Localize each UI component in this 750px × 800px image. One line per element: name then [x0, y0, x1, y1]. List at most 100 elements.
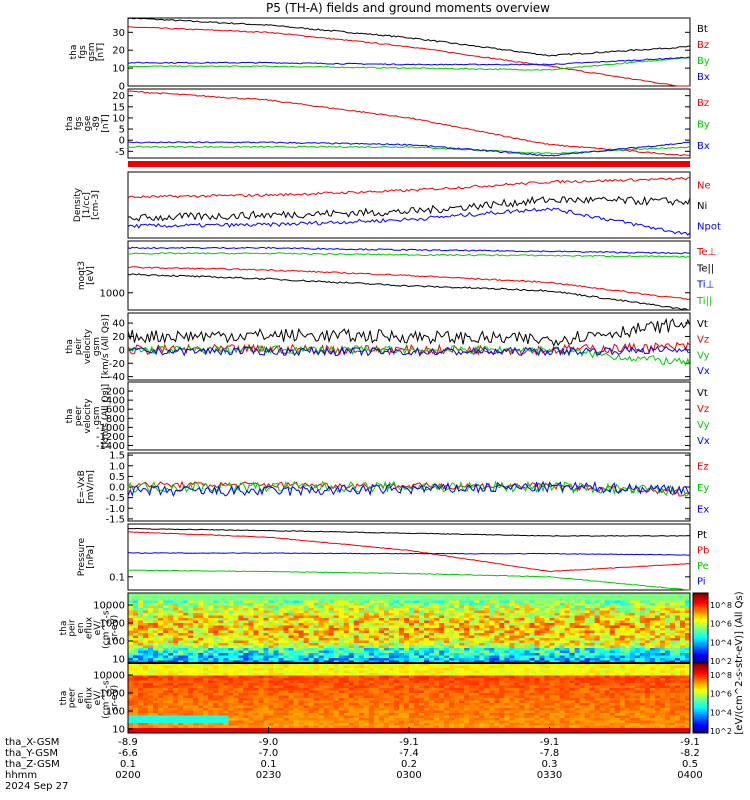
spectrogram-cell [649, 628, 656, 631]
spectrogram-cell [439, 623, 445, 626]
spectrogram-cell [198, 660, 204, 664]
spectrogram-cell [208, 613, 214, 616]
spectrogram-cell [138, 678, 144, 681]
spectrogram-cell [158, 653, 164, 656]
spectrogram-cell [514, 650, 520, 654]
spectrogram-cell [659, 633, 666, 636]
spectrogram-cell [684, 610, 691, 614]
spectrogram-cell [338, 600, 345, 604]
spectrogram-cell [193, 655, 199, 659]
spectrogram-cell [218, 635, 224, 639]
spectrogram-cell [313, 598, 320, 601]
spectrogram-cell [348, 600, 355, 604]
spectrogram-cell [429, 600, 435, 604]
spectrogram-cell [178, 620, 184, 624]
spectrogram-cell [414, 610, 420, 614]
spectrogram-cell [368, 650, 375, 654]
spectrogram-cell [318, 675, 325, 679]
y-tick-label: -5 [115, 147, 125, 158]
spectrogram-cell [599, 610, 606, 614]
spectrogram-cell [514, 640, 520, 644]
spectrogram-cell [328, 645, 335, 649]
spectrogram-cell [403, 638, 410, 641]
spectrogram-cell [343, 663, 350, 666]
spectrogram-cell [218, 630, 224, 634]
spectrogram-cell [343, 640, 350, 644]
spectrogram-cell [303, 645, 310, 649]
spectrogram-cell [328, 600, 335, 604]
spectrogram-cell [253, 665, 259, 669]
spectrogram-cell [248, 725, 254, 729]
spectrogram-cell [303, 638, 310, 641]
spectrogram-cell [398, 685, 405, 689]
spectrogram-cell [444, 625, 450, 629]
spectrogram-cell [373, 658, 380, 661]
spectrogram-cell [143, 698, 149, 701]
spectrogram-cell [599, 653, 606, 656]
spectrogram-cell [218, 625, 224, 629]
spectrogram-cell [539, 618, 545, 621]
spectrogram-cell [469, 660, 475, 664]
spectrogram-cell [168, 605, 174, 609]
spectrogram-cell [383, 618, 390, 621]
spectrogram-cell [353, 663, 360, 666]
spectrogram-cell [469, 613, 475, 616]
spectrogram-cell [303, 643, 310, 646]
spectrogram-cell [519, 658, 525, 661]
spectrogram-cell [679, 615, 686, 619]
spectrogram-cell [253, 670, 259, 674]
spectrogram-cell [649, 633, 656, 636]
spectrogram-cell [644, 635, 651, 639]
spectrogram-cell [589, 615, 596, 619]
spectrogram-cell [398, 668, 405, 671]
spectrogram-cell [348, 613, 355, 616]
spectrogram-cell [213, 713, 219, 716]
spectrogram-cell [333, 595, 340, 599]
spectrogram-cell [323, 673, 330, 676]
spectrogram-cell [278, 723, 284, 726]
spectrogram-cell [559, 640, 565, 644]
y-tick-label: -0.5 [105, 493, 125, 504]
spectrogram-cell [153, 695, 159, 699]
spectrogram-cell [424, 613, 430, 616]
spectrogram-cell [213, 645, 219, 649]
spectrogram-cell [479, 638, 485, 641]
spectrogram-cell [424, 650, 430, 654]
spectrogram-cell [634, 635, 641, 639]
spectrogram-cell [459, 623, 465, 626]
y-tick-label: 15 [112, 102, 125, 113]
spectrogram-cell [208, 620, 214, 624]
spectrogram-cell [509, 648, 515, 651]
spectrogram-cell [564, 633, 570, 636]
spectrogram-cell [343, 625, 350, 629]
spectrogram-cell [228, 633, 234, 636]
spectrogram-cell [363, 670, 370, 674]
spectrogram-cell [303, 700, 310, 704]
spectrogram-cell [499, 605, 505, 609]
spectrogram-cell [564, 605, 570, 609]
spectrogram-cell [358, 640, 365, 644]
spectrogram-cell [153, 653, 159, 656]
series-By-line [127, 145, 691, 155]
spectrogram-cell [378, 683, 385, 686]
spectrogram-cell [429, 635, 435, 639]
spectrogram-cell [659, 598, 666, 601]
spectrogram-cell [283, 725, 289, 729]
spectrogram-cell [298, 615, 305, 619]
spectrogram-cell [313, 715, 320, 719]
spectrogram-cell [148, 668, 154, 671]
spectrogram-cell [308, 653, 315, 656]
spectrogram-cell [273, 628, 279, 631]
spectrogram-cell [328, 610, 335, 614]
spectrogram-cell [589, 653, 596, 656]
spectrogram-cell [373, 693, 380, 696]
spectrogram-cell [474, 613, 480, 616]
spectrogram-cell [564, 613, 570, 616]
spectrogram-cell [434, 630, 440, 634]
spectrogram-cell [313, 628, 320, 631]
spectrogram-cell [233, 640, 239, 644]
spectrogram-cell [133, 628, 139, 631]
spectrogram-cell [444, 645, 450, 649]
y-tick-label: 40 [112, 319, 125, 330]
spectrogram-cell [564, 615, 570, 619]
